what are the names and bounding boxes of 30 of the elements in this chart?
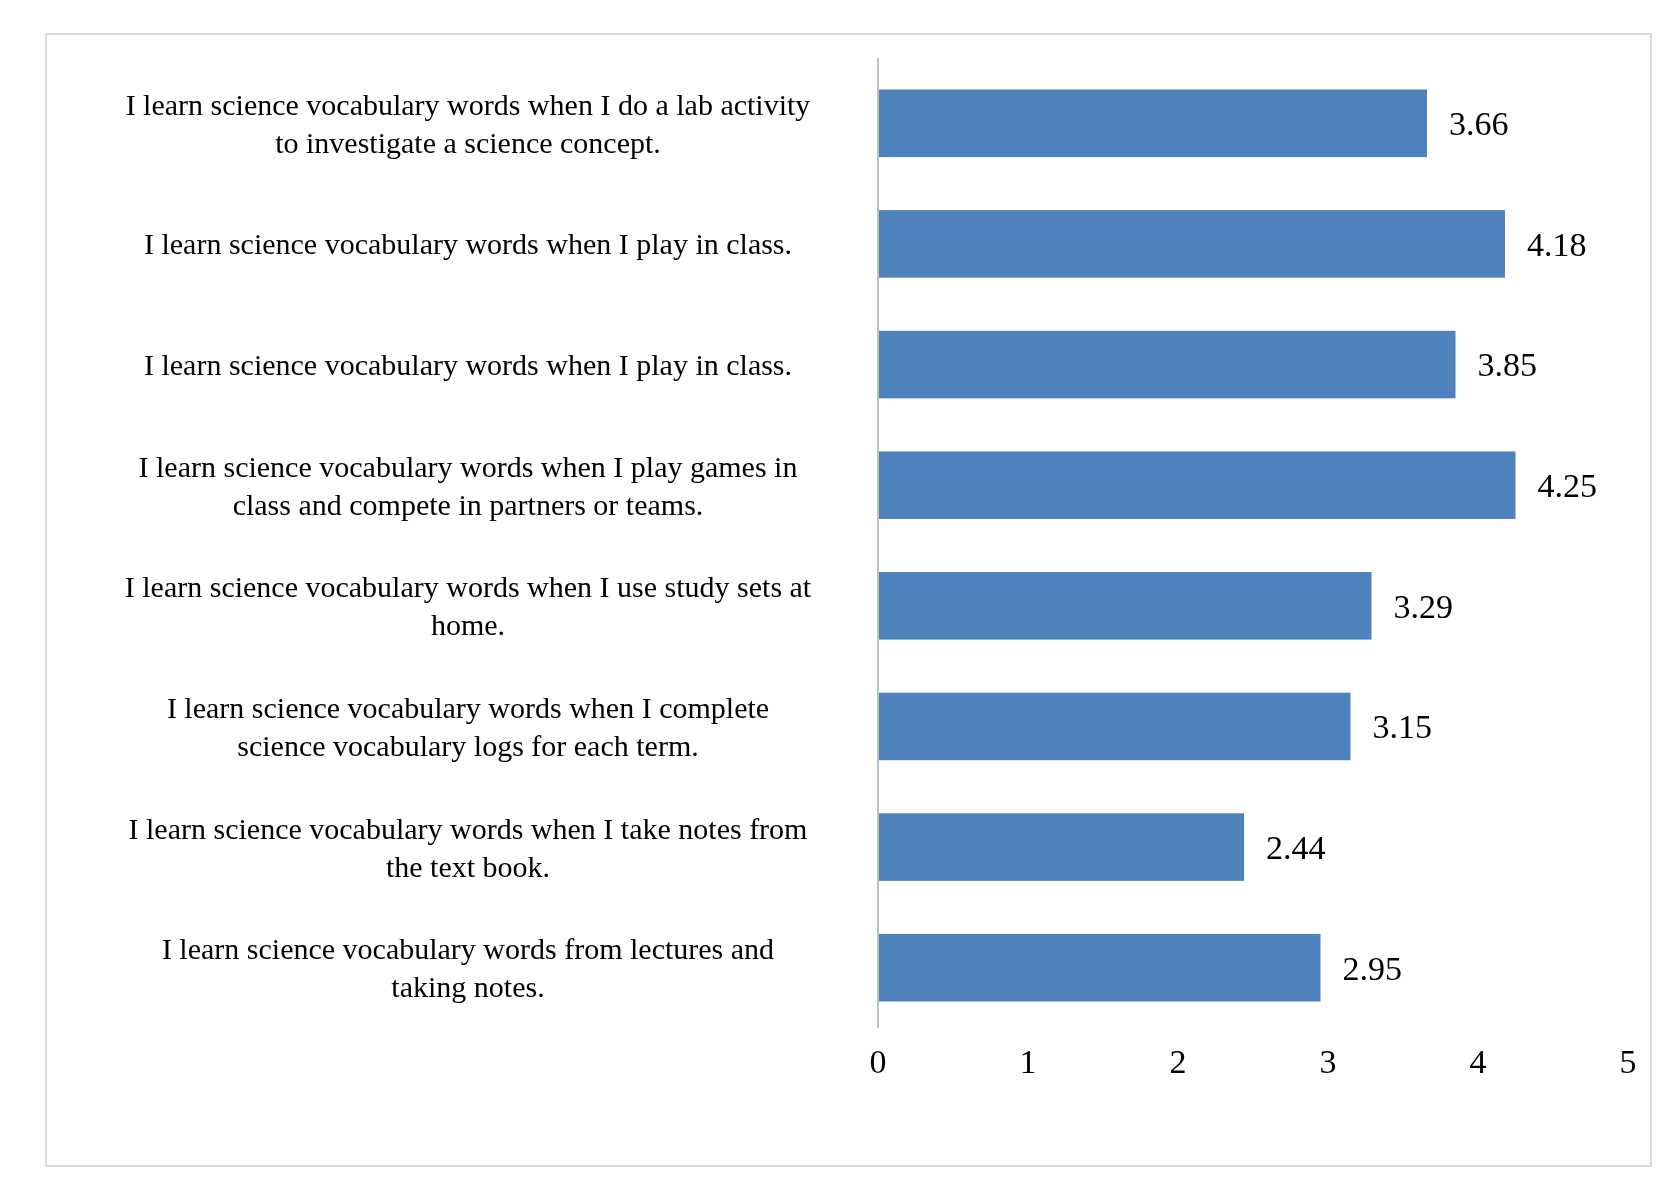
data-label: 3.66	[1449, 105, 1509, 143]
data-label: 4.18	[1527, 225, 1587, 263]
bar	[878, 89, 1427, 158]
x-tick-label: 1	[1019, 1043, 1037, 1080]
y-tick-label: I learn science vocabulary words when I play games in class and compete in partners or teams.	[138, 449, 798, 521]
bar	[878, 330, 1456, 399]
y-tick-label: I learn science vocabulary words when I take notes from the text book.	[128, 811, 808, 883]
data-label: 3.29	[1393, 587, 1453, 625]
bar	[878, 451, 1516, 519]
x-tick-label: 3	[1319, 1043, 1337, 1080]
y-tick-label: I learn science vocabulary words when I use study sets at home.	[124, 570, 812, 642]
bar	[878, 210, 1505, 278]
y-tick-label: I learn science vocabulary words when I do a lab activity to investigate a science concept.	[125, 87, 811, 159]
data-label: 3.15	[1372, 708, 1432, 746]
data-label: 4.25	[1537, 467, 1597, 505]
data-label: 2.44	[1266, 828, 1326, 866]
data-label: 2.95	[1342, 949, 1402, 987]
x-tick-label: 2	[1169, 1043, 1187, 1080]
x-tick-label: 5	[1619, 1043, 1637, 1080]
bar	[878, 692, 1351, 761]
x-tick-label: 0	[869, 1043, 887, 1080]
y-tick-label: I learn science vocabulary words from lectures and taking notes.	[161, 932, 775, 1004]
bar	[878, 933, 1321, 1002]
x-tick-label: 4	[1469, 1043, 1487, 1080]
bar	[878, 572, 1372, 640]
bar	[878, 813, 1244, 881]
data-label: 3.85	[1477, 346, 1537, 384]
y-tick-label: I learn science vocabulary words when I complete science vocabulary logs for each term.	[166, 690, 770, 762]
y-tick-label: I learn science vocabulary words when I play in class.	[143, 348, 793, 382]
y-tick-label: I learn science vocabulary words when I play in class.	[143, 227, 793, 261]
